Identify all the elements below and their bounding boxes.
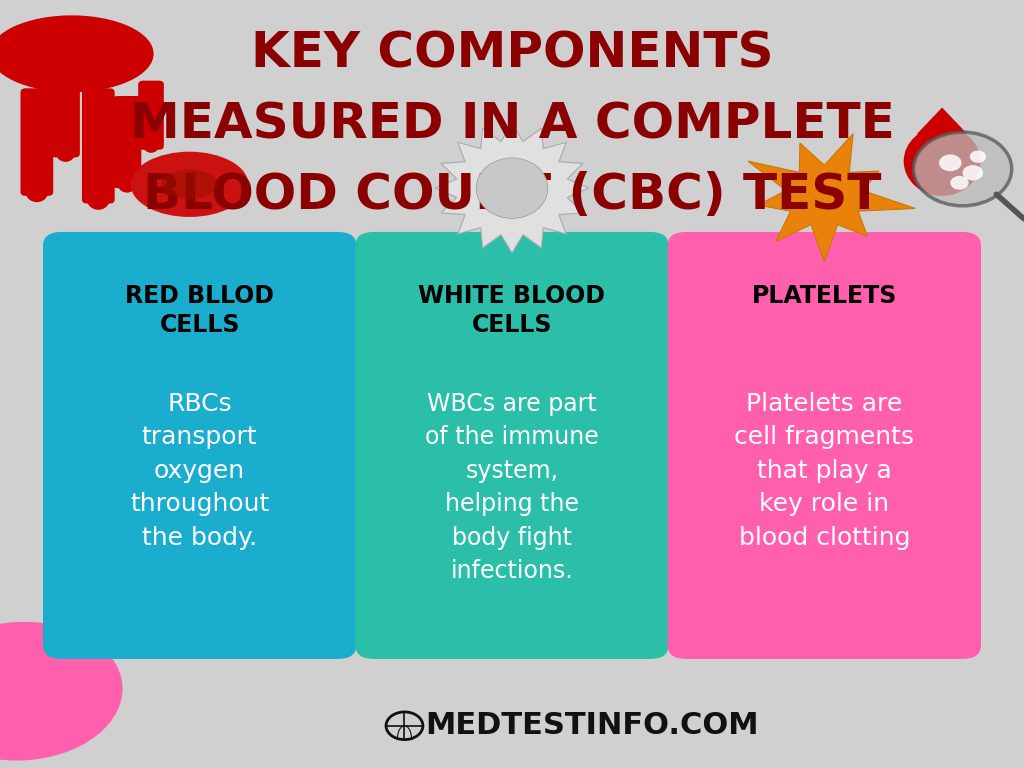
FancyBboxPatch shape xyxy=(82,88,115,204)
Ellipse shape xyxy=(0,622,123,760)
Ellipse shape xyxy=(143,139,159,153)
Ellipse shape xyxy=(0,15,154,92)
FancyBboxPatch shape xyxy=(113,96,141,188)
Text: RED BLLOD
CELLS: RED BLLOD CELLS xyxy=(125,284,274,337)
Ellipse shape xyxy=(26,182,48,202)
FancyBboxPatch shape xyxy=(668,232,981,659)
Text: MEDTESTINFO.COM: MEDTESTINFO.COM xyxy=(425,711,759,740)
Circle shape xyxy=(963,165,983,180)
Polygon shape xyxy=(916,108,968,134)
Text: WBCs are part
of the immune
system,
helping the
body fight
infections.: WBCs are part of the immune system, help… xyxy=(425,392,599,583)
Circle shape xyxy=(950,176,969,190)
Ellipse shape xyxy=(56,145,75,162)
Text: PLATELETS: PLATELETS xyxy=(752,284,897,308)
Ellipse shape xyxy=(131,152,248,217)
Circle shape xyxy=(939,154,962,171)
Text: Platelets are
cell fragments
that play a
key role in
blood clotting: Platelets are cell fragments that play a… xyxy=(734,392,914,550)
Ellipse shape xyxy=(162,170,218,199)
Ellipse shape xyxy=(87,190,110,210)
FancyBboxPatch shape xyxy=(138,81,164,150)
Polygon shape xyxy=(748,134,915,262)
FancyBboxPatch shape xyxy=(20,88,53,196)
Text: WHITE BLOOD
CELLS: WHITE BLOOD CELLS xyxy=(419,284,605,337)
Ellipse shape xyxy=(476,158,548,218)
FancyBboxPatch shape xyxy=(43,232,356,659)
FancyBboxPatch shape xyxy=(355,232,669,659)
Text: RBCs
transport
oxygen
throughout
the body.: RBCs transport oxygen throughout the bod… xyxy=(130,392,269,550)
Text: BLOOD COUNT (CBC) TEST: BLOOD COUNT (CBC) TEST xyxy=(142,171,882,219)
Circle shape xyxy=(913,132,1012,206)
Ellipse shape xyxy=(118,176,136,193)
FancyBboxPatch shape xyxy=(51,73,80,157)
Text: KEY COMPONENTS: KEY COMPONENTS xyxy=(251,30,773,78)
Ellipse shape xyxy=(904,127,981,196)
Polygon shape xyxy=(435,124,589,253)
Text: MEASURED IN A COMPLETE: MEASURED IN A COMPLETE xyxy=(130,101,894,148)
Circle shape xyxy=(970,151,986,163)
